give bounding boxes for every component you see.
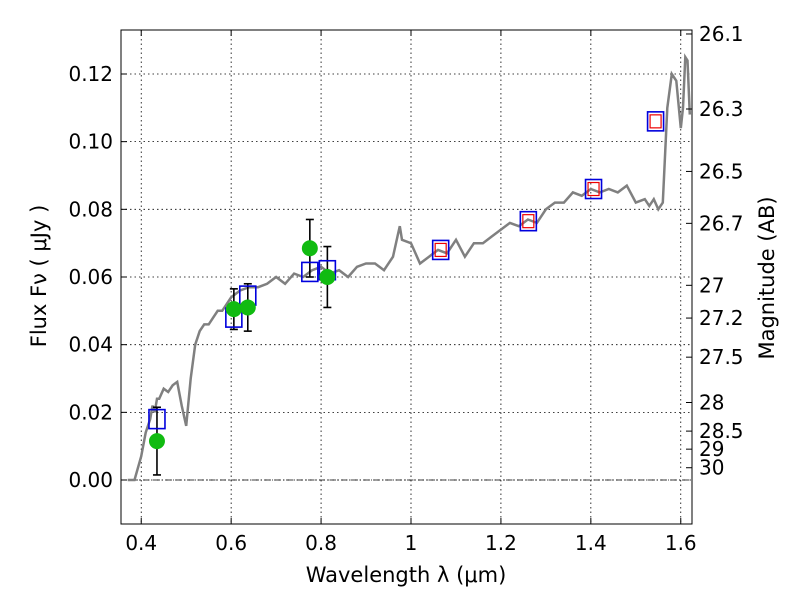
mag-tick-label: 29: [699, 437, 724, 461]
y-tick-label: 0.12: [68, 62, 113, 86]
model-photometry-box: [646, 111, 665, 132]
y-axis-right-label: Magnitude (AB): [755, 196, 779, 359]
model-photometry-box: [519, 210, 538, 232]
model-spectrum-line: [127, 53, 692, 482]
x-tick-label: 0.4: [125, 531, 157, 555]
mag-tick-label: 26.3: [699, 97, 744, 121]
model-photometry-box-inner: [587, 181, 600, 197]
x-tick-label: 0.8: [305, 531, 337, 555]
mag-tick-label: 27.2: [699, 306, 744, 330]
mag-tick-label: 26.5: [699, 159, 744, 183]
grid-lines: [121, 30, 692, 524]
observed-point: [319, 269, 336, 285]
observed-point: [301, 240, 318, 257]
mag-tick-label: 28.5: [699, 419, 744, 443]
observed-point: [225, 301, 242, 318]
observed-point: [148, 433, 165, 450]
x-tick-label: 1: [405, 531, 418, 555]
observed-point: [239, 299, 256, 316]
x-tick-label: 1.2: [485, 531, 517, 555]
y-tick-label: 0.06: [68, 265, 113, 289]
axes: 0.4 0.6 0.8 1 1.2 1.4 1.6 0.00 0.02 0.04 0.06 0.08 0…: [68, 22, 743, 555]
mag-tick-label: 27: [699, 273, 724, 297]
plot-series: [127, 53, 692, 482]
y-tick-label: 0.04: [68, 333, 113, 357]
y-tick-label: 0.10: [68, 130, 113, 154]
mag-tick-label: 26.1: [699, 22, 744, 46]
mag-tick-label: 30: [699, 456, 724, 480]
x-tick-label: 0.6: [215, 531, 247, 555]
mag-tick-label: 26.7: [699, 211, 744, 235]
model-photometry-box: [431, 239, 450, 261]
y-axis-label: Flux Fν ( μJy ): [27, 205, 51, 348]
model-photometry-box: [584, 178, 603, 200]
model-photometry-box: [301, 261, 319, 283]
model-photometry-box: [148, 408, 166, 430]
y-tick-label: 0.08: [68, 197, 113, 221]
mag-tick-label: 28: [699, 391, 724, 415]
y-tick-label: 0.00: [68, 468, 113, 492]
model-photometry-box-inner: [434, 242, 447, 258]
y-tick-label: 0.02: [68, 400, 113, 424]
model-photometry-box-inner: [522, 214, 535, 229]
x-tick-label: 1.4: [575, 531, 607, 555]
mag-tick-label: 27.5: [699, 345, 744, 369]
x-axis-label: Wavelength λ (μm): [306, 563, 507, 587]
model-photometry-box-inner: [649, 114, 662, 129]
x-tick-label: 1.6: [665, 531, 697, 555]
